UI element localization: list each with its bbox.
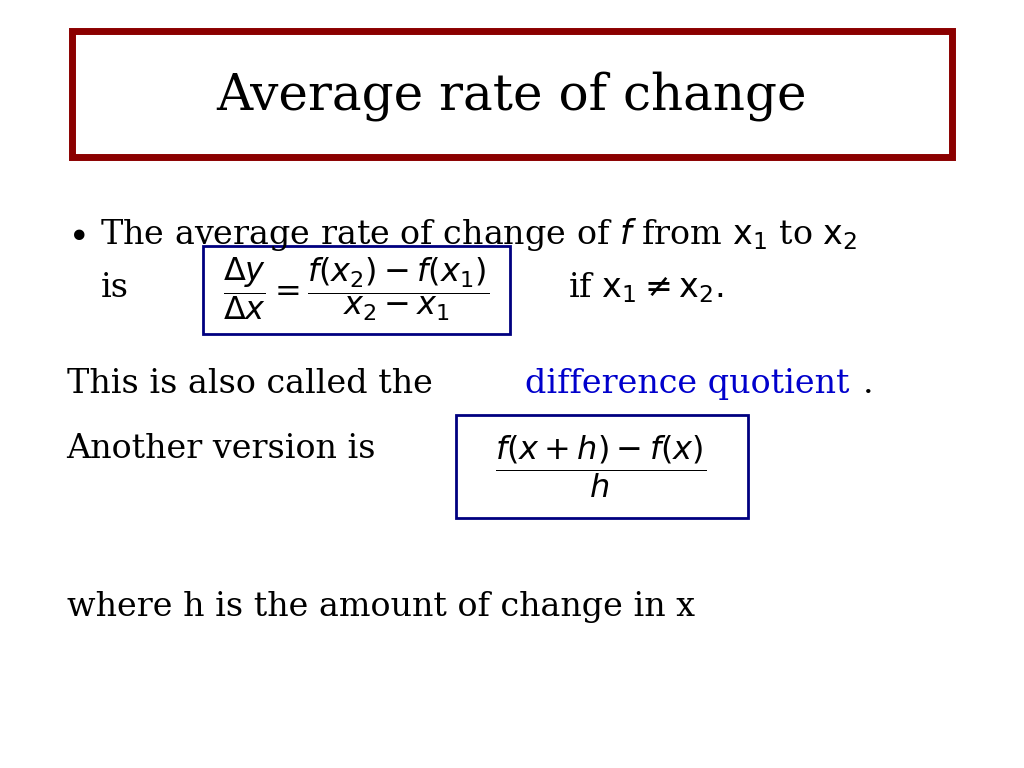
Text: This is also called the: This is also called the (67, 368, 443, 400)
Text: $\dfrac{\Delta y}{\Delta x} = \dfrac{f(x_2)-f(x_1)}{x_2-x_1}$: $\dfrac{\Delta y}{\Delta x} = \dfrac{f(x… (223, 256, 489, 323)
Text: $\bullet$: $\bullet$ (67, 217, 85, 251)
Text: Another version is: Another version is (67, 433, 376, 465)
Text: is: is (100, 272, 128, 304)
Text: $\dfrac{f(x+h)-f(x)}{h}$: $\dfrac{f(x+h)-f(x)}{h}$ (496, 433, 707, 501)
Text: Average rate of change: Average rate of change (217, 71, 807, 121)
FancyBboxPatch shape (456, 415, 748, 518)
FancyBboxPatch shape (203, 246, 510, 334)
Text: .: . (863, 368, 873, 400)
Text: where h is the amount of change in x: where h is the amount of change in x (67, 591, 694, 623)
Text: if $\mathrm{x}_1 \neq \mathrm{x}_2.$: if $\mathrm{x}_1 \neq \mathrm{x}_2.$ (568, 270, 724, 306)
Text: The average rate of change of $\mathit{f}$ from $\mathrm{x}_1$ to $\mathrm{x}_2$: The average rate of change of $\mathit{f… (100, 216, 858, 253)
FancyBboxPatch shape (72, 31, 952, 157)
Text: difference quotient: difference quotient (525, 368, 850, 400)
